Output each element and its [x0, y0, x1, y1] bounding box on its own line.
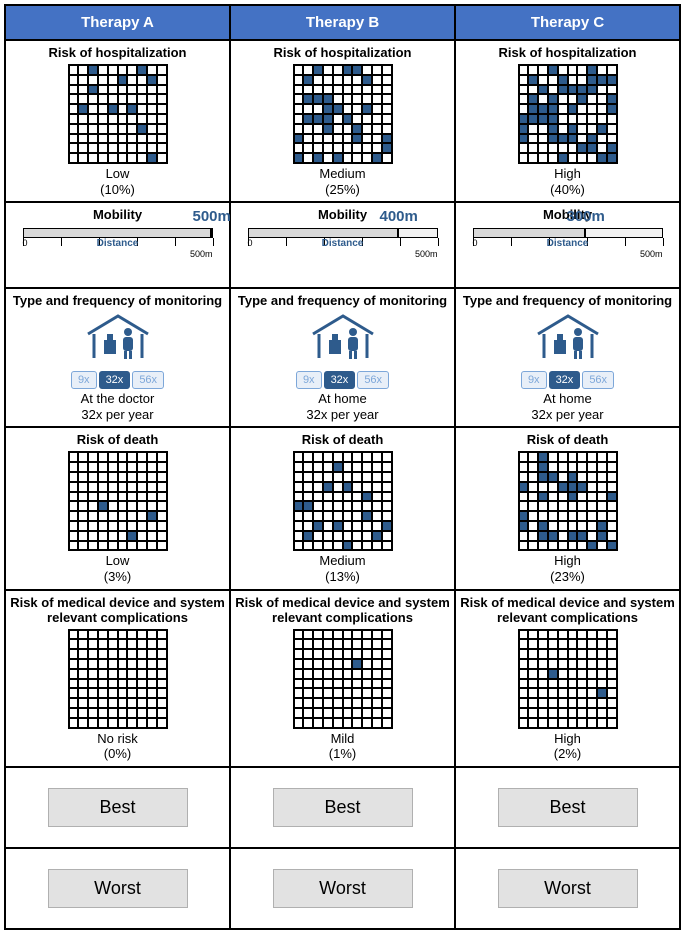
freq-pill: 56x: [357, 371, 389, 389]
frequency-pills: 9x32x56x: [71, 371, 164, 389]
cell-death: Risk of deathLow(3%): [5, 427, 230, 589]
mobility-ruler: 500m0Distance500m: [23, 228, 213, 283]
cell-worst: Worst: [5, 848, 230, 929]
cell-complications: Risk of medical device and system releva…: [5, 590, 230, 767]
worst-button[interactable]: Worst: [48, 869, 188, 908]
risk-grid: [518, 451, 618, 551]
cell-mobility: Mobility500m0Distance500m: [5, 202, 230, 288]
cell-monitoring: Type and frequency of monitoring 9x32x56…: [230, 288, 455, 427]
worst-button[interactable]: Worst: [273, 869, 413, 908]
cell-worst: Worst: [230, 848, 455, 929]
cell-complications: Risk of medical device and system releva…: [230, 590, 455, 767]
best-button[interactable]: Best: [48, 788, 188, 827]
risk-grid: [68, 629, 168, 729]
freq-pill: 32x: [549, 371, 581, 389]
cell-best: Best: [455, 767, 680, 848]
cell-monitoring: Type and frequency of monitoring 9x32x56…: [5, 288, 230, 427]
column-header: Therapy A: [5, 5, 230, 40]
best-button[interactable]: Best: [498, 788, 638, 827]
risk-grid: [68, 64, 168, 164]
freq-pill: 9x: [521, 371, 547, 389]
freq-pill: 32x: [99, 371, 131, 389]
risk-grid: [68, 451, 168, 551]
cell-worst: Worst: [455, 848, 680, 929]
frequency-pills: 9x32x56x: [521, 371, 614, 389]
cell-hospitalization: Risk of hospitalizationHigh(40%): [455, 40, 680, 202]
cell-mobility: Mobility400m0Distance500m: [230, 202, 455, 288]
risk-grid: [293, 64, 393, 164]
cell-death: Risk of deathHigh(23%): [455, 427, 680, 589]
mobility-ruler: 400m0Distance500m: [248, 228, 438, 283]
freq-pill: 9x: [71, 371, 97, 389]
freq-pill: 9x: [296, 371, 322, 389]
risk-grid: [293, 629, 393, 729]
risk-grid: [293, 451, 393, 551]
frequency-pills: 9x32x56x: [296, 371, 389, 389]
home-monitoring-icon: [303, 312, 383, 367]
cell-death: Risk of deathMedium(13%): [230, 427, 455, 589]
home-monitoring-icon: [528, 312, 608, 367]
risk-grid: [518, 64, 618, 164]
column-header: Therapy C: [455, 5, 680, 40]
cell-best: Best: [5, 767, 230, 848]
best-button[interactable]: Best: [273, 788, 413, 827]
risk-grid: [518, 629, 618, 729]
cell-hospitalization: Risk of hospitalizationMedium(25%): [230, 40, 455, 202]
freq-pill: 32x: [324, 371, 356, 389]
cell-mobility: Mobility300m0Distance500m: [455, 202, 680, 288]
column-header: Therapy B: [230, 5, 455, 40]
freq-pill: 56x: [582, 371, 614, 389]
home-monitoring-icon: [78, 312, 158, 367]
cell-best: Best: [230, 767, 455, 848]
cell-complications: Risk of medical device and system releva…: [455, 590, 680, 767]
cell-hospitalization: Risk of hospitalizationLow(10%): [5, 40, 230, 202]
mobility-ruler: 300m0Distance500m: [473, 228, 663, 283]
freq-pill: 56x: [132, 371, 164, 389]
worst-button[interactable]: Worst: [498, 869, 638, 908]
cell-monitoring: Type and frequency of monitoring 9x32x56…: [455, 288, 680, 427]
comparison-table: Therapy ATherapy BTherapy CRisk of hospi…: [4, 4, 681, 930]
